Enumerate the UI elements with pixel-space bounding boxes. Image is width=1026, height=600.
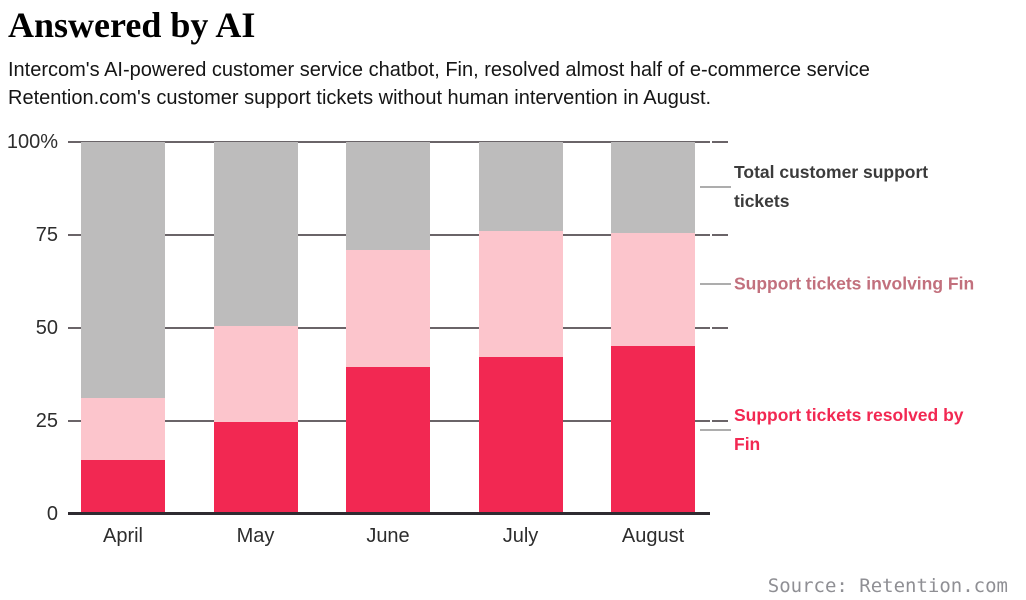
legend-label-total: Total customer support tickets (734, 158, 928, 216)
bar-segment-resolved-july (478, 357, 563, 514)
chart-subtitle: Intercom's AI-powered customer service c… (8, 56, 1013, 112)
legend-label-line: Support tickets resolved by (734, 404, 964, 425)
legend-label-line: Support tickets involving Fin (734, 273, 975, 294)
source-text: Source: Retention.com (767, 575, 1008, 597)
bar-segment-involving-august (611, 233, 695, 347)
axis-right-tick-50 (712, 326, 728, 329)
bar-segment-total-april (81, 142, 165, 399)
bar-segment-resolved-august (611, 346, 695, 514)
bar-segment-resolved-june (346, 366, 430, 514)
bar-segment-involving-july (478, 231, 563, 358)
chart-subtitle-line-2: Retention.com's customer support tickets… (8, 87, 712, 109)
chart-title: Answered by AI (8, 5, 256, 45)
bar-segment-involving-june (346, 249, 430, 367)
legend-label-resolved: Support tickets resolved by Fin (734, 401, 964, 459)
y-axis-label-0: 0 (46, 502, 58, 525)
x-axis-label-may: May (236, 525, 275, 547)
bar-segment-involving-april (81, 398, 165, 460)
bar-segment-total-july (478, 142, 563, 232)
bar-segment-total-may (213, 142, 298, 326)
legend-label-line: Fin (734, 433, 761, 454)
bar-segment-total-june (346, 142, 430, 250)
y-axis-label-25: 25 (35, 409, 58, 432)
axis-right-tick-25 (712, 419, 728, 422)
x-axis-line (68, 512, 710, 515)
axis-right-tick-75 (712, 233, 728, 236)
x-axis-label-april: April (102, 525, 143, 547)
legend-leader-resolved (700, 428, 731, 431)
y-axis-label-75: 75 (35, 223, 58, 246)
bar-segment-total-august (611, 142, 695, 234)
legend-label-line: Total customer support (734, 162, 929, 183)
chart-subtitle-line-1: Intercom's AI-powered customer service c… (8, 59, 870, 81)
bar-segment-resolved-may (213, 422, 298, 514)
legend-label-involving: Support tickets involving Fin (734, 269, 974, 298)
legend-leader-total (700, 186, 731, 189)
bar-segment-involving-may (213, 325, 298, 423)
legend-label-line: tickets (734, 191, 790, 212)
legend-leader-involving (700, 282, 731, 285)
axis-right-tick-100 (712, 141, 728, 143)
y-axis-label-100: 100% (6, 131, 58, 153)
x-axis-label-june: June (366, 525, 410, 547)
x-axis-label-august: August (621, 525, 685, 547)
y-axis-label-50: 50 (35, 316, 58, 339)
bar-segment-resolved-april (81, 459, 165, 514)
x-axis-label-july: July (502, 525, 539, 547)
